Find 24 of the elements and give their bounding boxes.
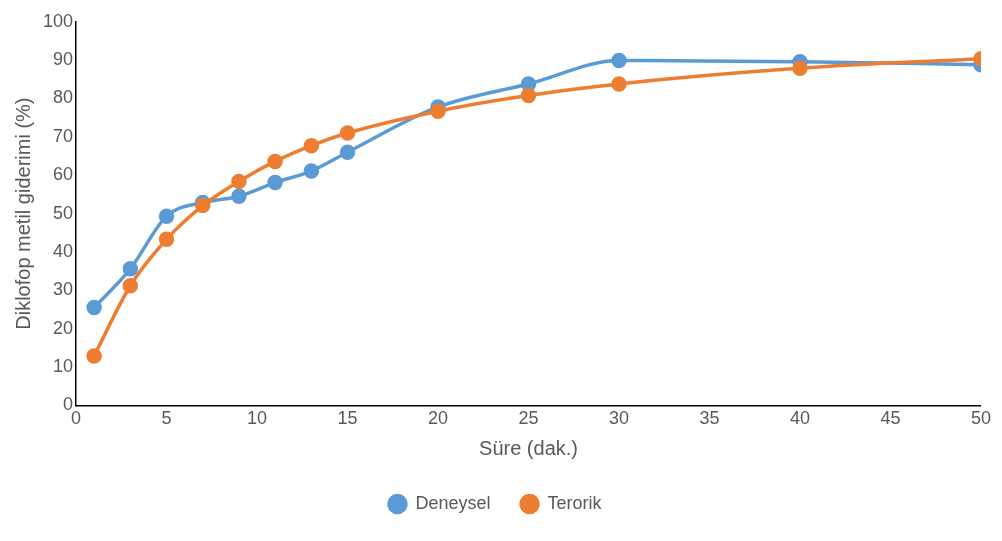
x-axis-title: Süre (dak.): [479, 436, 578, 459]
y-tick-label: 30: [53, 279, 74, 300]
x-tick-label: 35: [699, 408, 720, 429]
legend-label: Terorik: [547, 492, 603, 513]
y-tick-label: 60: [53, 164, 74, 185]
x-tick-label: 30: [608, 408, 630, 429]
legend-label: Deneysel: [415, 492, 491, 513]
y-tick-label: 80: [53, 87, 74, 108]
x-tick-label: 10: [247, 408, 268, 429]
x-tick-label: 40: [789, 408, 811, 429]
y-tick-label: 40: [53, 240, 74, 261]
y-tick-label: 90: [53, 49, 74, 70]
x-tick-label: 25: [518, 408, 539, 429]
y-tick-label: 100: [42, 10, 74, 31]
x-tick-label: 5: [161, 408, 172, 429]
x-tick-label: 50: [970, 408, 991, 429]
y-tick-label: 10: [53, 356, 74, 377]
x-tick-label: 20: [428, 408, 449, 429]
y-axis-title: Diklofop metil giderimi (%): [11, 97, 34, 330]
y-tick-label: 20: [53, 317, 74, 338]
x-tick-label: 15: [337, 408, 358, 429]
x-tick-label: 45: [880, 408, 901, 429]
y-tick-label: 70: [53, 125, 74, 146]
y-tick-label: 50: [53, 202, 74, 223]
